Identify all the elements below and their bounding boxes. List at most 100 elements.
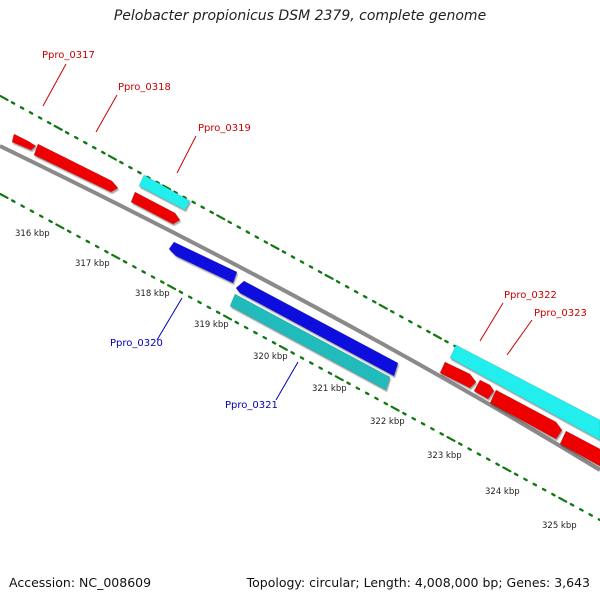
callout-line [506,319,533,356]
inner-tick [122,259,128,264]
inner-tick [446,435,456,443]
scale-label: 323 kbp [427,451,462,461]
outer-tick [371,299,377,304]
outer-tick [317,270,323,274]
outer-tick [353,289,359,294]
scale-label: 316 kbp [15,229,50,239]
outer-tick [432,333,443,340]
outer-tick [0,94,9,102]
callout-line [479,302,504,342]
inner-tick [430,427,435,431]
inner-tick [178,290,184,295]
outer-tick [100,150,106,155]
inner-tick [290,351,296,355]
scale-label: 325 kbp [542,521,577,531]
inner-tick [467,447,472,451]
inner-tick [187,295,193,300]
inner-tick [38,214,44,219]
inner-tick [308,361,314,365]
outer-tick [263,240,269,244]
callout-line [275,361,299,401]
scale-label: 322 kbp [370,417,405,427]
inner-tick [10,199,16,203]
inner-tick [402,411,407,416]
gene-arrow-ppro-0321 [229,293,391,391]
gene-arrow-ppro-0320-long [235,280,399,377]
gene-arrow-ppro-0319-cyan [138,174,191,211]
inner-tick [48,219,53,224]
inner-tick [541,487,547,492]
inner-tick [20,204,25,208]
scale-label: 319 kbp [194,320,229,330]
inner-tick [318,366,323,370]
outer-tick [173,190,178,195]
outer-tick [227,220,233,225]
outer-tick [191,200,196,205]
gene-arrow-ppro-0319-red [130,191,181,225]
gene-arrow-ppro-0322 [449,344,600,441]
gene-arrow-ppro-0318 [33,143,119,193]
inner-tick [532,482,538,487]
outer-tick [389,309,395,314]
inner-tick [222,314,233,321]
outer-tick [335,280,341,284]
inner-tick [569,502,575,507]
inner-tick [523,477,528,482]
outer-tick [91,145,97,150]
outer-tick [64,130,70,135]
inner-tick [141,270,147,274]
inner-tick [346,381,351,386]
inner-tick [390,405,400,412]
gene-label-ppro-0321: Ppro_0321 [225,400,278,411]
outer-tick [73,135,79,140]
callout-line [176,135,197,174]
inner-tick [457,442,463,446]
inner-tick [197,300,202,305]
map-title: Pelobacter propionicus DSM 2379, complet… [113,8,487,24]
gene-arrow-ppro-0323-small [473,379,495,400]
inner-tick [94,244,100,249]
genome-backbone [0,144,600,472]
inner-tick [383,401,389,406]
callout-line [42,63,67,107]
outer-tick [10,101,16,105]
inner-tick [271,340,277,345]
outer-tick [28,111,34,115]
outer-tick [82,140,88,145]
inner-tick [597,518,600,522]
outer-tick [426,329,431,334]
inner-tick [355,386,361,391]
inner-tick [502,466,512,473]
outer-tick [290,255,296,259]
outer-tick [444,339,449,344]
outer-tick [254,235,260,239]
outer-tick [107,154,117,161]
inner-tick [588,513,594,517]
inner-tick [513,472,519,477]
outer-tick [245,230,251,235]
gene-label-ppro-0317: Ppro_0317 [42,50,95,61]
inner-tick [579,508,584,512]
outer-tick [281,250,287,254]
outer-tick [200,205,206,210]
scale-label: 320 kbp [253,352,288,362]
outer-tick [128,165,133,170]
inner-tick [234,320,240,325]
inner-tick [551,492,556,497]
outer-tick [216,214,226,221]
inner-tick [215,310,221,315]
gene-features [11,133,600,467]
inner-tick [66,229,72,234]
outer-tick [182,195,187,200]
gene-label-ppro-0323: Ppro_0323 [534,308,587,319]
inner-tick [558,496,568,503]
gene-label-ppro-0322: Ppro_0322 [504,290,557,301]
gene-label-ppro-0319: Ppro_0319 [198,123,251,134]
inner-tick [364,391,370,396]
inner-tick [334,375,344,382]
inner-tick [55,223,65,230]
gene-arrow-ppro-0317 [11,133,37,151]
inner-tick [104,249,109,254]
outer-tick [378,303,388,310]
inner-tick [485,457,491,462]
